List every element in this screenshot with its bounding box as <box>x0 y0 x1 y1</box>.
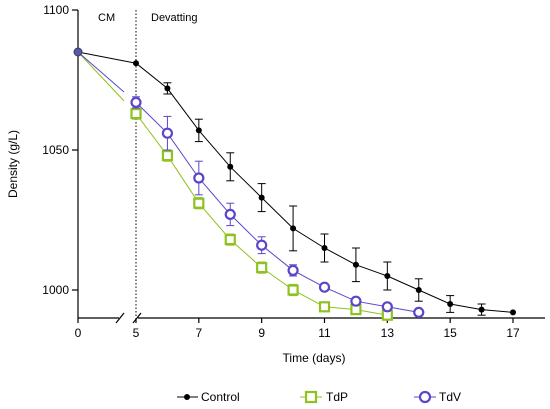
initial-segment-tdp <box>77 51 125 102</box>
initial-segment-tdv <box>77 51 125 93</box>
y-tick-label: 1050 <box>42 143 69 157</box>
legend-label-control: Control <box>201 390 240 404</box>
axes <box>77 10 545 324</box>
legend-item-control: Control <box>177 390 240 404</box>
data-point-control <box>478 306 485 313</box>
series-line-tdp <box>135 113 388 316</box>
legend-marker-tdv <box>418 390 432 404</box>
data-point-control <box>133 60 139 67</box>
x-tick-label: 0 <box>75 326 82 340</box>
data-point-control <box>352 261 359 268</box>
data-point-control <box>290 225 297 232</box>
data-point-tdv <box>318 281 331 293</box>
data-point-tdv <box>130 96 142 109</box>
data-point-tdv <box>193 172 205 184</box>
data-point-initial <box>73 47 83 57</box>
data-point-tdv <box>413 306 425 318</box>
series-layer <box>73 47 516 321</box>
y-tick-label: 1000 <box>42 283 69 297</box>
data-point-control <box>258 194 265 201</box>
data-point-control <box>384 273 391 279</box>
x-tick-label: 17 <box>506 326 520 340</box>
x-tick-label: 11 <box>318 326 331 340</box>
data-point-control <box>447 301 454 307</box>
y-tick-label: 1100 <box>43 3 69 17</box>
axis-break-mark-left <box>115 312 125 324</box>
data-point-tdp <box>287 284 299 296</box>
legend-label-tdv: TdV <box>439 390 461 404</box>
data-point-tdv <box>256 239 268 251</box>
legend-marker-control <box>184 394 190 400</box>
data-point-control <box>510 309 516 316</box>
x-tick-label: 7 <box>195 326 202 340</box>
legend: Control TdP TdV <box>177 390 461 404</box>
series-line-tdv <box>135 102 419 313</box>
data-point-tdv <box>350 295 362 307</box>
x-tick-label: 5 <box>133 326 140 340</box>
data-point-control <box>227 163 234 170</box>
axis-break-mark-right <box>132 312 142 324</box>
data-point-control <box>415 287 422 293</box>
x-tick-label: 9 <box>258 326 265 340</box>
data-point-control <box>164 85 171 92</box>
data-point-tdp <box>130 107 142 120</box>
data-point-tdv <box>381 301 393 313</box>
y-axis-label: Density (g/L) <box>6 130 20 198</box>
legend-item-tdp: TdP <box>300 390 348 404</box>
data-point-tdp <box>318 301 331 313</box>
data-point-tdp <box>224 234 236 246</box>
data-point-tdv <box>224 208 236 220</box>
x-tick-label: 15 <box>443 326 457 340</box>
annotation-cm: CM <box>98 12 115 24</box>
legend-item-tdv: TdV <box>414 390 461 404</box>
legend-label-tdp: TdP <box>326 390 348 404</box>
annotation-devatting: Devatting <box>151 12 197 24</box>
data-point-tdv <box>287 264 299 276</box>
initial-segment-control-a <box>77 51 126 62</box>
data-point-tdp <box>193 197 205 209</box>
data-point-tdp <box>161 150 174 162</box>
data-point-tdp <box>256 262 268 274</box>
legend-marker-tdp <box>304 390 318 404</box>
x-tick-label: 13 <box>381 326 395 340</box>
series-line-control <box>135 62 514 313</box>
x-axis-label: Time (days) <box>283 351 346 365</box>
data-point-control <box>195 127 202 134</box>
ticks: 0 5 7 9 11 13 15 17 1000 1050 1100 <box>42 3 520 340</box>
data-point-control <box>321 245 328 251</box>
data-point-tdv <box>161 127 174 139</box>
